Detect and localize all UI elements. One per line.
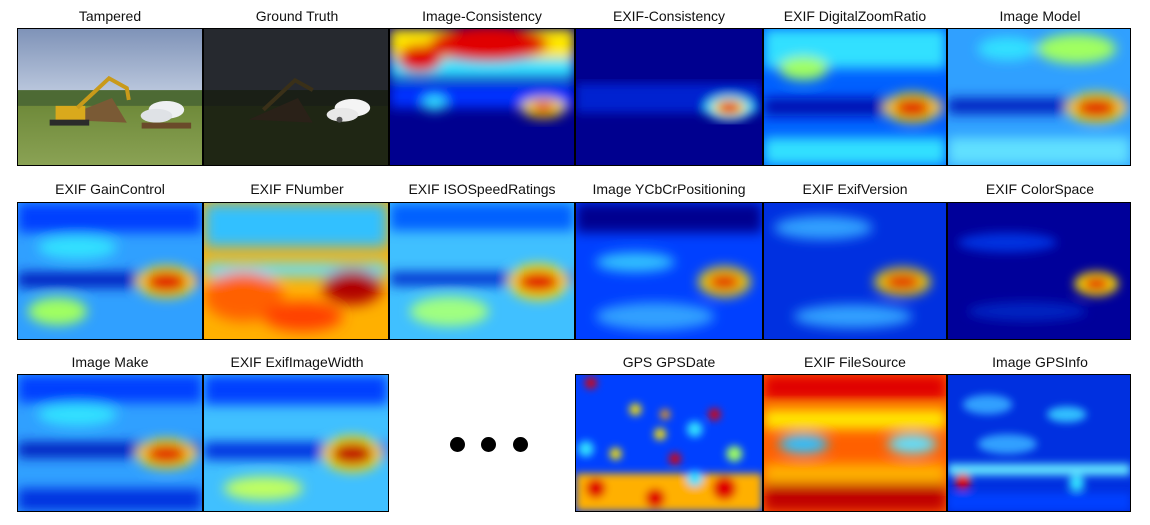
ground-truth-mask — [203, 28, 389, 166]
heatmap-gps-gpsdate — [575, 374, 763, 512]
panel-title: EXIF GainControl — [55, 181, 165, 197]
panel-title: Image YCbCrPositioning — [592, 181, 746, 197]
panel-title: EXIF ExifImageWidth — [230, 354, 364, 370]
heatmap-exif-fnumber — [203, 202, 389, 340]
panel-title: Image Make — [71, 354, 149, 370]
heatmap-image-consistency — [389, 28, 575, 166]
heatmap-exif-exifimagewidth — [203, 374, 389, 512]
panel-title: Ground Truth — [255, 8, 339, 24]
panel-title: Tampered — [78, 8, 142, 24]
dot — [450, 437, 465, 452]
panel-title: EXIF FileSource — [804, 354, 906, 370]
panel-title: EXIF DigitalZoomRatio — [783, 8, 927, 24]
panel-title: Image GPSInfo — [992, 354, 1088, 370]
heatmap-exif-filesource — [763, 374, 947, 512]
heatmap-image-ycbcrpositioning — [575, 202, 763, 340]
dot — [512, 437, 528, 452]
dot — [481, 437, 497, 452]
panel-title: EXIF FNumber — [250, 181, 344, 197]
panel-title: Image Model — [999, 8, 1081, 24]
panel-title: EXIF-Consistency — [612, 8, 726, 24]
heatmap-image-gpsinfo — [947, 374, 1131, 512]
heatmap-exif-gaincontrol — [17, 202, 203, 340]
panel-title: EXIF ISOSpeedRatings — [408, 181, 556, 197]
tampered-photo — [17, 28, 203, 166]
panel-title: EXIF ColorSpace — [985, 181, 1095, 197]
heatmap-exif-exifversion — [763, 202, 947, 340]
heatmap-exif-colorspace — [947, 202, 1131, 340]
heatmap-image-make — [17, 374, 203, 512]
heatmap-exif-consistency — [575, 28, 763, 166]
panel-title: Image-Consistency — [422, 8, 542, 24]
heatmap-image-model — [947, 28, 1131, 166]
panel-title: EXIF ExifVersion — [802, 181, 908, 197]
heatmap-exif-isospeedratings — [389, 202, 575, 340]
panel-title: GPS GPSDate — [622, 354, 716, 370]
ellipsis-dots — [450, 437, 540, 457]
heatmap-exif-digitalzoomratio — [763, 28, 947, 166]
